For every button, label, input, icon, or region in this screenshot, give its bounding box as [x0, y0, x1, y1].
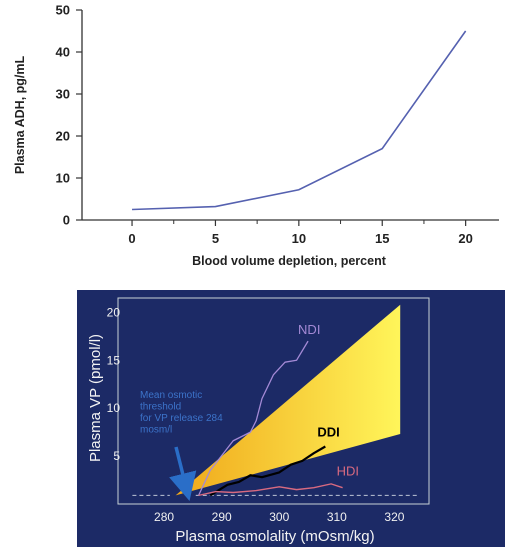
y-tick-label: 40 — [56, 45, 70, 60]
series-ndi-line — [198, 340, 309, 496]
series-label-ddi: DDI — [317, 425, 339, 440]
threshold-annotation-line: threshold — [140, 402, 181, 413]
x-tick-label: 290 — [212, 510, 232, 524]
y-axis-title: Plasma ADH, pg/mL — [13, 55, 27, 174]
x-tick-label: 10 — [292, 231, 306, 246]
threshold-annotation-line: Mean osmotic — [140, 390, 202, 401]
x-tick-label: 320 — [384, 510, 404, 524]
plot-frame — [117, 297, 430, 505]
y-tick-label: 10 — [56, 171, 70, 186]
x-tick-label: 20 — [458, 231, 472, 246]
y-axis-title: Plasma VP (pmol/l) — [87, 334, 104, 462]
x-tick-label: 310 — [327, 510, 347, 524]
normal-range-band — [175, 304, 401, 496]
y-tick-label: 20 — [107, 305, 121, 319]
x-tick-label: 5 — [212, 231, 219, 246]
x-tick-label: 15 — [375, 231, 389, 246]
y-tick-label: 5 — [113, 449, 120, 463]
threshold-annotation-line: mosm/l — [140, 425, 172, 436]
series-ddi-line — [209, 445, 326, 497]
chart-background — [77, 290, 505, 547]
y-tick-label: 20 — [56, 129, 70, 144]
x-tick-label: 300 — [269, 510, 289, 524]
y-tick-label: 0 — [63, 213, 70, 228]
series-label-hdi: HDI — [337, 464, 359, 479]
adh-line-chart: 0 10 20 30 40 50 0 5 10 15 20 Blood volume depleti… — [13, 3, 499, 268]
y-tick-label: 50 — [56, 3, 70, 18]
y-tick-label: 15 — [107, 353, 121, 367]
threshold-annotation-line: for VP release 284 — [140, 413, 223, 424]
y-tick-label: 10 — [107, 401, 121, 415]
x-tick-label: 0 — [128, 231, 135, 246]
x-axis-title: Plasma osmolality (mOsm/kg) — [175, 528, 374, 545]
x-axis-title: Blood volume depletion, percent — [192, 254, 387, 268]
adh-series-line — [132, 30, 467, 211]
y-tick-label: 30 — [56, 87, 70, 102]
series-label-ndi: NDI — [298, 322, 320, 337]
series-hdi-line — [198, 483, 343, 497]
x-tick-label: 280 — [154, 510, 174, 524]
threshold-arrow — [169, 446, 197, 501]
